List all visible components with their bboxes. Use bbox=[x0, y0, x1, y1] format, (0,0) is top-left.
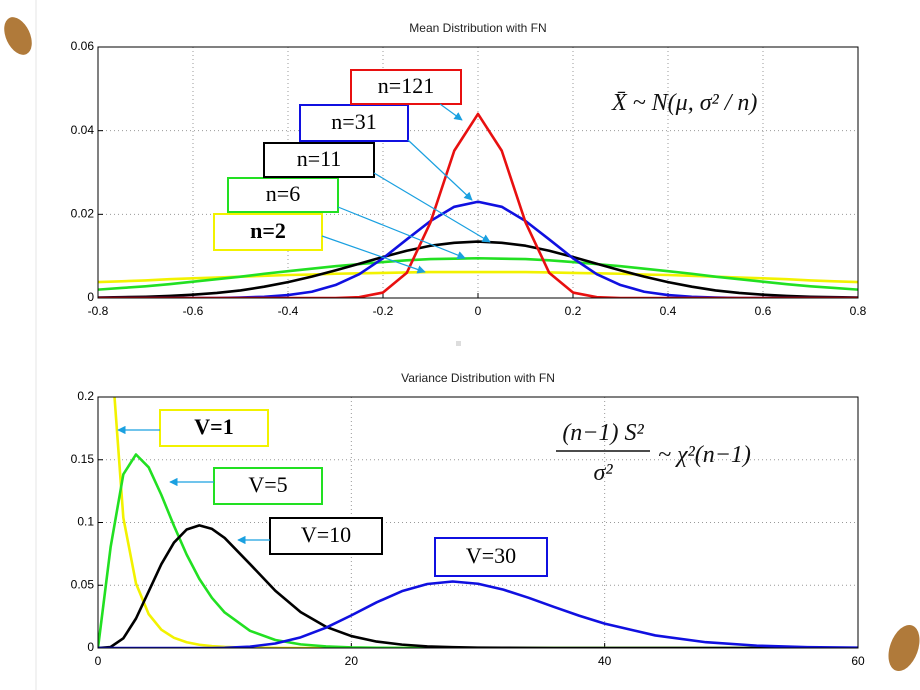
legend-label: n=2 bbox=[250, 218, 286, 243]
x-tick-label: -0.6 bbox=[183, 304, 204, 318]
formula-rest: ~ χ²(n−1) bbox=[658, 442, 751, 468]
legend-box bbox=[350, 69, 462, 105]
series-line bbox=[98, 524, 858, 648]
formula-denominator: σ² bbox=[593, 460, 613, 486]
annotation-arrow bbox=[407, 139, 473, 201]
axis-frame bbox=[97, 46, 859, 299]
x-tick-label: 0.2 bbox=[565, 304, 582, 318]
x-tick-label: -0.2 bbox=[373, 304, 394, 318]
x-tick-label: 40 bbox=[598, 654, 612, 668]
legend-box bbox=[159, 409, 269, 447]
legend-box bbox=[263, 142, 375, 178]
y-tick-label: 0.2 bbox=[77, 389, 94, 403]
annotation-arrow bbox=[337, 206, 466, 260]
x-tick-label: 60 bbox=[851, 654, 865, 668]
y-tick-label: 0.05 bbox=[71, 577, 95, 591]
x-tick-label: 0.8 bbox=[850, 304, 867, 318]
y-tick-label: 0 bbox=[87, 640, 94, 654]
series-line bbox=[113, 397, 858, 648]
legend-label: n=31 bbox=[331, 109, 376, 134]
series-line bbox=[98, 580, 858, 648]
decoration-leaf bbox=[4, 17, 32, 55]
formula-numerator: (n−1) S² bbox=[562, 420, 644, 446]
plot-area bbox=[98, 47, 858, 298]
series-line bbox=[98, 240, 858, 298]
y-tick-label: 0.06 bbox=[71, 39, 95, 53]
legend-label: V=1 bbox=[194, 414, 233, 439]
x-tick-label: -0.8 bbox=[88, 304, 109, 318]
axis-frame bbox=[97, 396, 859, 649]
y-tick-label: 0.04 bbox=[71, 123, 95, 137]
annotation-arrow bbox=[373, 172, 491, 243]
legend-box bbox=[299, 104, 409, 142]
legend-label: n=121 bbox=[378, 73, 434, 98]
x-tick-label: 20 bbox=[345, 654, 359, 668]
series-line bbox=[98, 453, 858, 648]
x-tick-label: 0.4 bbox=[660, 304, 677, 318]
decoration-leaf bbox=[888, 624, 920, 672]
x-tick-label: -0.4 bbox=[278, 304, 299, 318]
y-tick-label: 0 bbox=[87, 290, 94, 304]
annotation-arrow bbox=[321, 235, 426, 274]
x-tick-label: 0 bbox=[95, 654, 102, 668]
chart-title: Mean Distribution with FN bbox=[409, 21, 546, 35]
annotation-arrow bbox=[439, 103, 463, 121]
legend-box bbox=[269, 517, 383, 555]
y-tick-label: 0.02 bbox=[71, 207, 95, 221]
x-tick-label: 0.6 bbox=[755, 304, 772, 318]
chart-title: Variance Distribution with FN bbox=[401, 371, 555, 385]
series-line bbox=[98, 112, 858, 298]
y-tick-label: 0.15 bbox=[71, 452, 95, 466]
x-tick-label: 0 bbox=[475, 304, 482, 318]
legend-label: V=5 bbox=[248, 472, 287, 497]
legend-label: V=30 bbox=[466, 543, 516, 568]
decoration-dot bbox=[456, 341, 461, 346]
legend-label: n=6 bbox=[266, 181, 300, 206]
legend-label: V=10 bbox=[301, 522, 351, 547]
formula: X̄ ~ N(μ, σ² / n) bbox=[611, 90, 757, 116]
legend-box bbox=[213, 213, 323, 251]
legend-box bbox=[213, 467, 323, 505]
legend-box bbox=[434, 537, 548, 577]
series-line bbox=[98, 256, 858, 291]
y-tick-label: 0.1 bbox=[77, 515, 94, 529]
legend-label: n=11 bbox=[297, 146, 342, 171]
